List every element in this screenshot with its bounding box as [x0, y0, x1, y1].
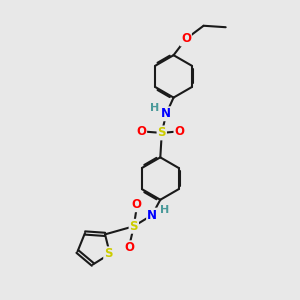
Text: H: H [160, 206, 169, 215]
Text: N: N [147, 208, 157, 222]
Text: S: S [104, 248, 113, 260]
Text: O: O [124, 241, 134, 254]
Text: N: N [161, 107, 171, 120]
Text: O: O [136, 125, 146, 138]
Text: O: O [132, 198, 142, 211]
Text: S: S [130, 220, 138, 233]
Text: H: H [150, 103, 160, 113]
Text: O: O [181, 32, 191, 46]
Text: S: S [158, 126, 166, 140]
Text: O: O [174, 125, 184, 138]
